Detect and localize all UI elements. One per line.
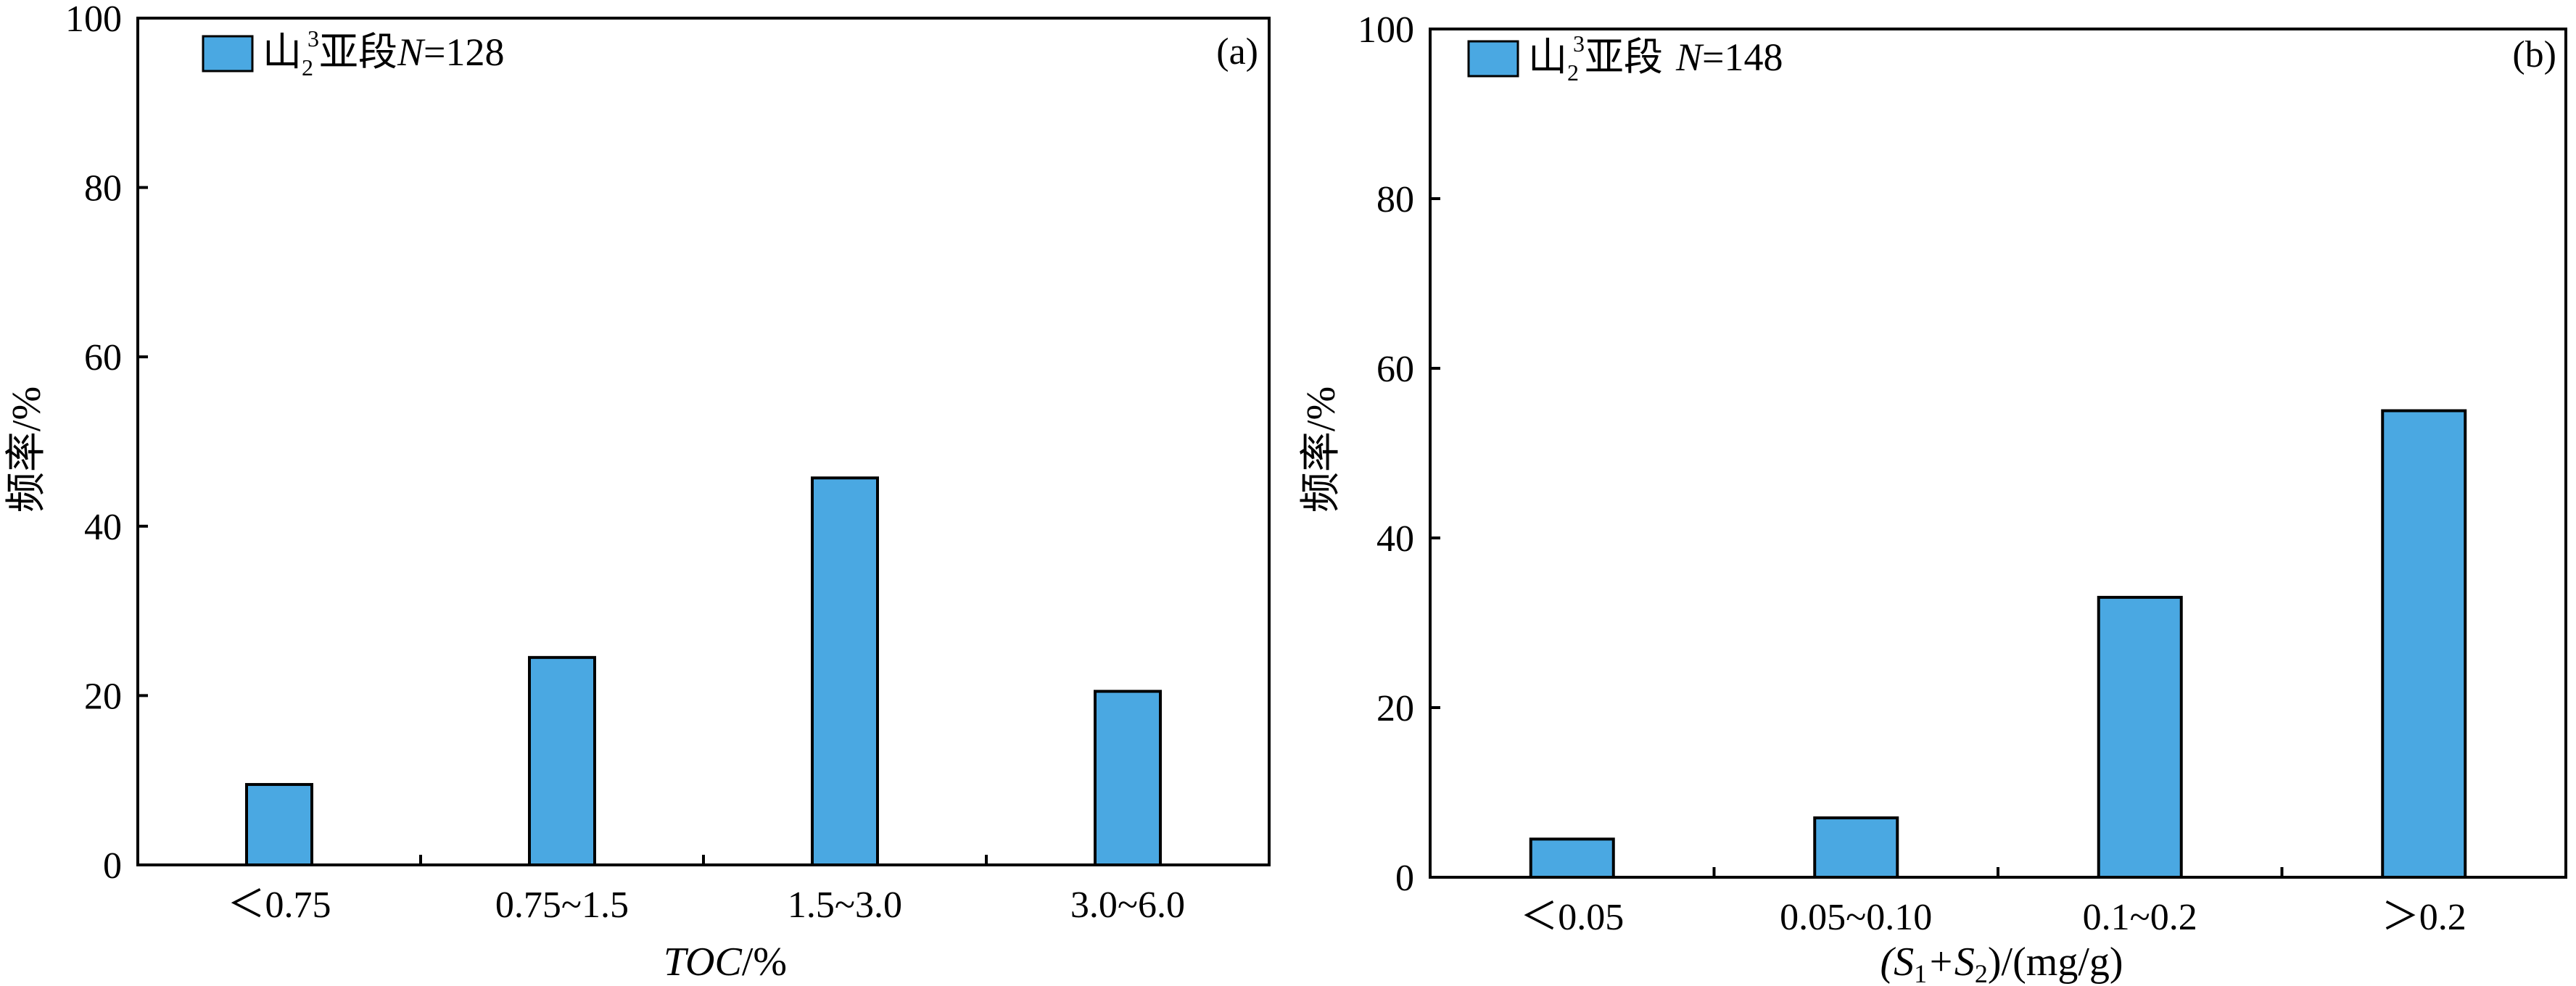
x-tick-label: ＞0.2 xyxy=(2382,897,2466,938)
y-tick-label: 40 xyxy=(1376,518,1414,560)
x-tick-label: 0.75~1.5 xyxy=(495,884,629,926)
x-tick-label: 0.1~0.2 xyxy=(2083,897,2197,938)
panel-b-bars xyxy=(1529,409,2467,879)
panel-a-y-axis: 0 20 40 60 80 100 xyxy=(65,0,148,887)
panel-b-label: (b) xyxy=(2512,34,2556,75)
y-tick-label: 60 xyxy=(1376,349,1414,390)
panel-b-legend-text: 山23亚段 N=148 xyxy=(1528,30,1783,86)
panel-b: 0 20 40 60 80 100 ＜0.05 0.05~0.10 0.1~0.2 ＞0.2 山… xyxy=(1299,9,2567,986)
bar xyxy=(811,476,879,866)
x-tick-label: 1.5~3.0 xyxy=(788,884,902,926)
x-tick-label: 0.05~0.10 xyxy=(1780,897,1932,938)
panel-a-bars xyxy=(245,476,1162,867)
panel-b-x-axis: ＜0.05 0.05~0.10 0.1~0.2 ＞0.2 xyxy=(1520,867,2466,938)
panel-a-x-axis-title: TOC/% xyxy=(664,940,787,985)
y-tick-label: 60 xyxy=(84,337,122,378)
y-tick-label: 20 xyxy=(84,676,122,717)
y-tick-label: 100 xyxy=(1358,9,1414,51)
panel-b-y-axis: 0 20 40 60 80 100 xyxy=(1358,9,1440,899)
bar xyxy=(2381,409,2467,879)
panel-a: 0 20 40 60 80 100 ＜0.75 0.75~1.5 1.5~3.0 3.0~6.0… xyxy=(4,0,1271,985)
bar xyxy=(245,783,313,867)
y-tick-label: 80 xyxy=(1376,179,1414,220)
bar xyxy=(1813,816,1899,879)
panel-a-legend-swatch xyxy=(202,35,254,72)
bar xyxy=(1094,689,1162,866)
panel-a-y-axis-title: 频率/% xyxy=(4,386,49,513)
x-tick-label: ＜0.75 xyxy=(227,884,331,926)
panel-b-y-axis-title: 频率/% xyxy=(1299,386,1344,513)
y-tick-label: 80 xyxy=(84,168,122,210)
y-tick-label: 40 xyxy=(84,507,122,548)
y-tick-label: 0 xyxy=(1395,858,1414,899)
y-tick-label: 100 xyxy=(65,0,122,40)
panel-a-x-axis: ＜0.75 0.75~1.5 1.5~3.0 3.0~6.0 xyxy=(227,855,1185,926)
y-tick-label: 20 xyxy=(1376,688,1414,729)
bar xyxy=(528,655,596,867)
bar xyxy=(1529,837,1615,879)
bar xyxy=(2097,595,2183,879)
x-tick-label: ＜0.05 xyxy=(1520,897,1624,938)
panel-a-label: (a) xyxy=(1216,31,1258,72)
panel-a-legend-text: 山23亚段N=128 xyxy=(263,25,505,80)
y-tick-label: 0 xyxy=(103,845,122,887)
panel-b-x-axis-title: (S1+S2)/(mg/g) xyxy=(1880,940,2123,986)
x-tick-label: 3.0~6.0 xyxy=(1070,884,1185,926)
panel-b-legend-swatch xyxy=(1467,40,1519,78)
